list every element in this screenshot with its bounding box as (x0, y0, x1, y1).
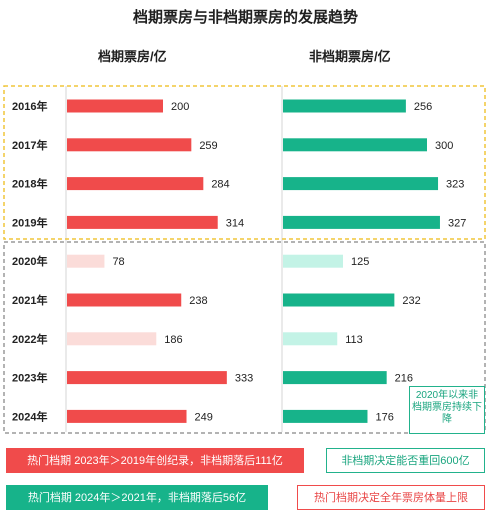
chart-title: 档期票房与非档期票房的发展趋势 (132, 9, 358, 26)
non-holiday-value-label: 327 (448, 217, 466, 229)
year-label: 2020年 (12, 254, 47, 268)
non-holiday-bar (283, 332, 338, 346)
holiday-column-title: 档期票房/亿 (98, 49, 167, 64)
holiday-bar (67, 371, 227, 385)
holiday-bar (67, 138, 192, 152)
non-holiday-value-label: 216 (395, 373, 413, 385)
holiday-value-label: 333 (235, 373, 253, 385)
holiday-value-label: 314 (226, 217, 244, 229)
holiday-value-label: 186 (164, 334, 182, 346)
holiday-bar (67, 332, 157, 346)
year-label: 2017年 (12, 138, 47, 152)
non-holiday-value-label: 232 (402, 295, 420, 307)
non-holiday-bar (283, 293, 395, 307)
holiday-bar (67, 177, 204, 191)
note-holiday-2023: 热门档期 2023年＞2019年创纪录，非档期落后111亿 (6, 448, 304, 473)
side-note-non-holiday-decline: 2020年以来非档期票房持续下降 (409, 386, 485, 434)
year-label: 2016年 (12, 99, 47, 113)
non-holiday-value-label: 113 (345, 334, 363, 346)
holiday-value-label: 238 (189, 295, 207, 307)
non-holiday-value-label: 125 (351, 256, 369, 268)
holiday-value-label: 200 (171, 101, 189, 113)
holiday-bar (67, 99, 163, 113)
year-label: 2018年 (12, 177, 47, 191)
year-label: 2021年 (12, 293, 47, 307)
holiday-value-label: 284 (211, 179, 229, 191)
holiday-bar (67, 254, 105, 268)
non-holiday-bar (283, 371, 387, 385)
non-holiday-bar (283, 138, 427, 152)
non-holiday-bar (283, 99, 406, 113)
year-label: 2023年 (12, 371, 47, 385)
holiday-value-label: 259 (199, 140, 217, 152)
non-holiday-value-label: 256 (414, 101, 432, 113)
non-holiday-value-label: 176 (375, 411, 393, 423)
year-label: 2024年 (12, 409, 47, 423)
year-label: 2019年 (12, 215, 47, 229)
non-holiday-bar (283, 254, 343, 268)
non-holiday-bar (283, 409, 368, 423)
holiday-bar (67, 293, 182, 307)
note-non-holiday-600: 非档期决定能否重回600亿 (326, 448, 485, 473)
non-holiday-value-label: 323 (446, 179, 464, 191)
holiday-value-label: 78 (112, 256, 124, 268)
group-box-2020-2024 (3, 241, 486, 434)
non-holiday-bar (283, 215, 440, 229)
non-holiday-value-label: 300 (435, 140, 453, 152)
note-holiday-ceiling: 热门档期决定全年票房体量上限 (297, 485, 485, 510)
holiday-value-label: 249 (195, 411, 213, 423)
non-holiday-column-title: 非档期票房/亿 (309, 49, 391, 64)
year-label: 2022年 (12, 332, 47, 346)
holiday-bar (67, 409, 187, 423)
holiday-bar (67, 215, 218, 229)
group-box-2016-2019 (3, 85, 486, 240)
non-holiday-bar (283, 177, 439, 191)
note-holiday-2024: 热门档期 2024年＞2021年，非档期落后56亿 (6, 485, 268, 510)
